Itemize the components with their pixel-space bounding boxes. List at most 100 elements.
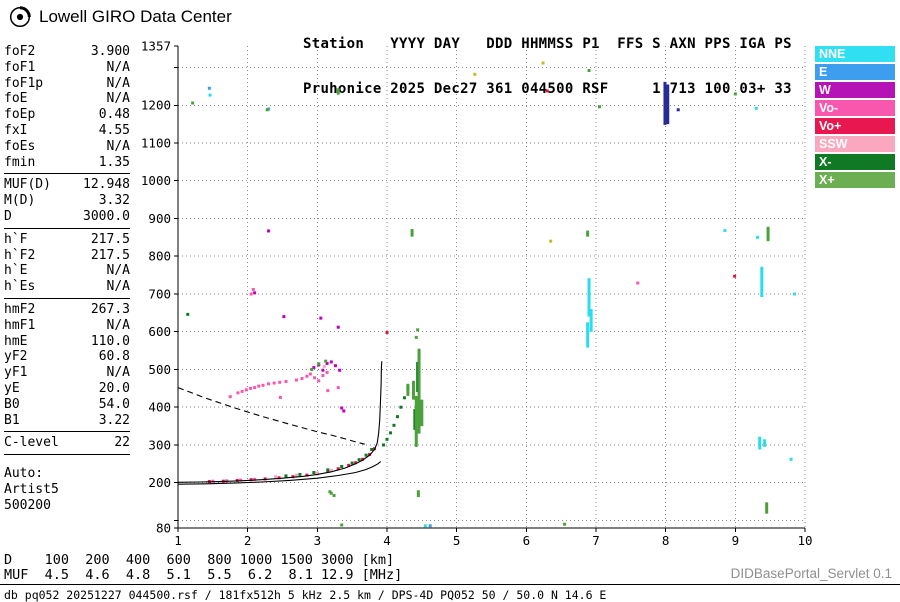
param-label: M(D) [4,193,36,209]
series-E [207,86,432,528]
echo-dot [261,383,265,387]
echo-dot [317,379,321,383]
echo-dot [350,461,354,465]
echo-dot [563,522,567,526]
param-label: B1 [4,412,20,428]
echo-dot [313,376,317,380]
param-row: D 3000.0 [4,209,130,225]
echo-column [586,322,590,348]
param-row: fxI 4.55 [4,123,130,139]
param-label: 500200 [4,497,51,513]
y-tick-label: 200 [148,475,171,490]
echo-dot [549,239,553,243]
echo-dot [272,381,276,385]
echo-dot [291,475,295,479]
echo-column [758,436,762,450]
param-label: h`Es [4,279,36,295]
series-misc [473,61,553,243]
file-info-line: db pq052 20251227 044500.rsf / 181fx512h… [4,588,607,602]
echo-dot [354,461,358,465]
echo-dot [416,328,420,332]
echo-dot [399,405,403,409]
legend-item-ssw: SSW [815,136,895,152]
echo-dot [332,494,336,498]
trace-curves [177,361,383,485]
echo-dot [240,389,244,393]
echo-direction-legend: NNE E W Vo- Vo+ SSW X- X+ [815,46,895,190]
echo-dot [338,368,342,372]
logo-text: Lowell GIRO Data Center [39,7,232,26]
param-value: 12.948 [83,177,130,193]
param-row: M(D) 3.32 [4,193,130,209]
param-row: foF2 3.900 [4,44,130,60]
echo-dot [370,447,374,451]
echo-column [410,229,414,237]
y-tick-label: 700 [148,286,171,301]
param-label: yF2 [4,349,28,365]
echo-dot [236,391,240,395]
echo-dot [473,72,477,76]
muf-row: MUF 4.5 4.6 4.8 5.1 5.5 6.2 8.1 12.9 [MH… [4,567,403,583]
param-value: 110.0 [90,333,130,349]
param-value: N/A [106,91,130,107]
echo-dot [329,468,333,472]
echo-dot [253,291,257,295]
series-NNE [208,93,797,528]
param-row: fmin 1.35 [4,155,130,171]
echo-dot [364,453,368,457]
param-row: foF1 N/A [4,60,130,76]
echo-dot [754,106,758,110]
param-label: foE [4,91,28,107]
echo-dot [228,395,232,399]
echo-dot [395,415,399,419]
echo-dot [284,380,288,384]
echo-dot [676,108,680,112]
panel-divider [4,297,130,299]
echo-dot [312,471,316,475]
echo-dot [385,330,389,334]
axes [174,45,806,532]
y-tick-label: 500 [148,362,171,377]
echo-column [420,399,424,427]
panel-divider [4,227,130,229]
echo-dot [239,478,243,482]
x-tick-label: 3 [314,533,322,548]
param-row: h`Es N/A [4,279,130,295]
param-label: h`F [4,231,28,247]
panel-divider [4,173,130,175]
param-row: h`F 217.5 [4,232,130,248]
echo-dot [414,335,418,339]
param-row: Artist5 [4,482,130,498]
param-value: 3.22 [98,412,130,428]
echo-dot [756,235,760,239]
panel-divider [4,454,130,456]
echo-dot [328,490,332,494]
param-value: 1.35 [98,154,130,170]
legend-item-vo: Vo- [815,100,895,116]
echo-dot [310,367,314,371]
f-trace-lower [177,461,382,485]
param-label: yE [4,380,20,396]
param-value: N/A [106,59,130,75]
echo-dot [636,281,640,285]
echo-dot [265,108,269,112]
param-row: 500200 [4,498,130,514]
echo-dot [300,377,304,381]
echo-dot [319,316,323,320]
echo-dot [329,360,333,364]
param-row: yF1 N/A [4,365,130,381]
param-row: hmE 110.0 [4,334,130,350]
echo-column [406,383,410,396]
param-value: 4.55 [98,122,130,138]
param-value: 22 [114,435,130,451]
echo-dot [324,359,328,363]
param-value: N/A [106,317,130,333]
x-tick-label: 4 [383,533,391,548]
x-tick-label: 10 [797,533,812,548]
param-label: hmE [4,333,28,349]
series-W [253,229,346,413]
echo-dot [317,362,321,366]
header-columns-line: Station YYYY DAY DDD HHMMSS P1 FFS S AXN… [303,36,792,52]
echo-dot [253,477,257,481]
